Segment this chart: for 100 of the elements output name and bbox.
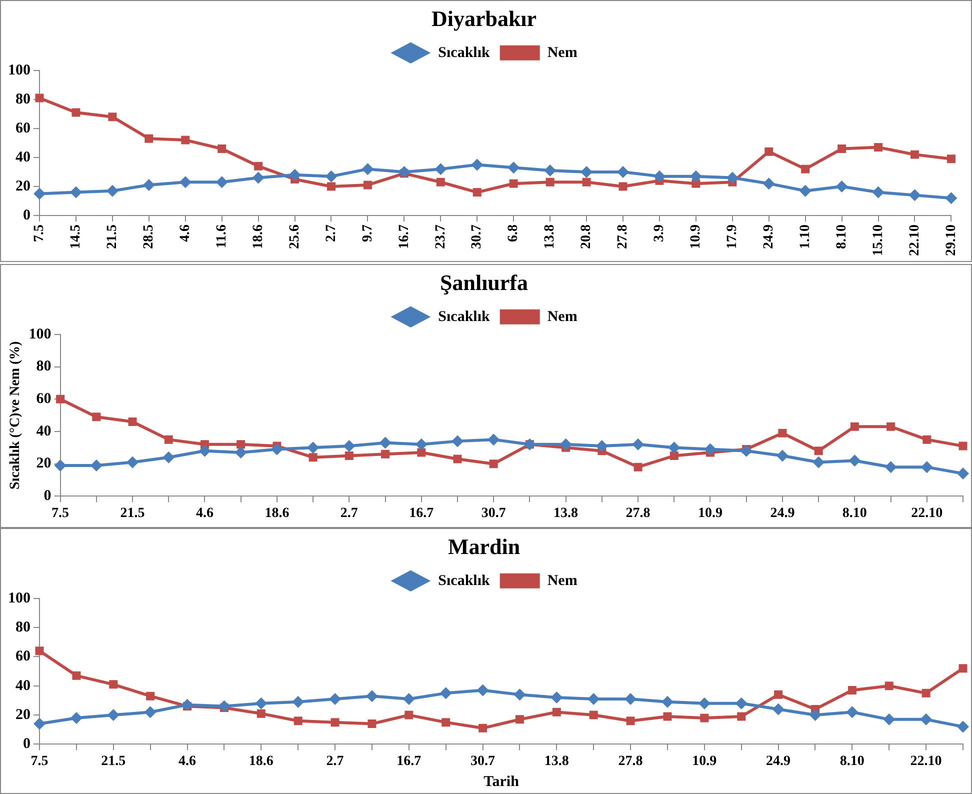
x-tick-label: 30.7 — [470, 224, 485, 249]
x-tick-label: 13.8 — [544, 754, 569, 770]
point — [626, 716, 635, 726]
point — [544, 164, 556, 177]
point — [128, 418, 137, 426]
x-tick-label: 30.7 — [470, 754, 496, 770]
x-tick-label: 7.5 — [30, 754, 48, 770]
point — [54, 459, 66, 472]
point — [560, 438, 572, 450]
point — [255, 697, 268, 710]
point — [70, 712, 82, 724]
point — [179, 176, 192, 188]
y-tick-label: 20 — [36, 456, 52, 472]
point — [56, 394, 65, 404]
point — [848, 686, 856, 694]
x-tick-label: 8.10 — [840, 754, 864, 770]
x-axis-title: Tarih — [484, 774, 520, 790]
point — [307, 442, 320, 454]
point — [34, 188, 46, 200]
point — [812, 456, 825, 468]
x-tick-label: 18.6 — [264, 506, 290, 522]
point — [886, 422, 896, 431]
point — [453, 454, 462, 464]
point — [236, 440, 246, 449]
point — [910, 150, 919, 159]
point — [922, 688, 930, 698]
x-tick-label: 10.9 — [688, 224, 704, 249]
point — [774, 690, 783, 699]
point — [144, 134, 154, 143]
point — [234, 446, 247, 459]
x-tick-label: 11.6 — [214, 224, 230, 248]
point — [164, 435, 173, 444]
point — [850, 422, 859, 431]
point — [634, 462, 642, 472]
point — [838, 144, 846, 153]
point — [958, 442, 968, 450]
point — [884, 461, 897, 474]
point — [514, 688, 526, 701]
x-tick-label: 18.6 — [250, 224, 266, 249]
point — [624, 693, 637, 705]
point — [883, 713, 896, 726]
x-tick-label: 30.7 — [481, 506, 506, 522]
point — [366, 690, 378, 702]
y-tick-label: 60 — [36, 390, 52, 407]
x-tick-label: 24.9 — [766, 754, 791, 770]
point — [698, 697, 710, 710]
point — [661, 696, 674, 708]
point — [546, 178, 554, 186]
point — [550, 692, 563, 704]
point — [809, 709, 822, 722]
point — [451, 435, 464, 448]
x-tick-label: 21.5 — [105, 224, 120, 249]
point — [509, 179, 518, 188]
point — [144, 706, 156, 718]
point — [270, 443, 283, 456]
point — [292, 696, 304, 708]
x-tick-label: 10.9 — [692, 754, 717, 770]
point — [690, 170, 702, 182]
point — [472, 188, 482, 197]
point — [325, 170, 338, 182]
y-tick-label: 100 — [28, 326, 52, 342]
point — [764, 147, 774, 156]
point — [327, 182, 336, 191]
y-tick-label: 20 — [16, 178, 30, 194]
point — [957, 468, 969, 480]
y-tick-label: 0 — [23, 736, 30, 752]
point — [908, 189, 921, 202]
y-tick-label: 80 — [36, 358, 52, 375]
point — [109, 680, 118, 689]
point — [252, 172, 264, 184]
x-tick-label: 13.8 — [542, 224, 558, 249]
point — [434, 163, 447, 176]
x-tick-label: 22.10 — [911, 506, 943, 522]
x-tick-label: 16.7 — [396, 224, 412, 249]
x-tick-label: 25.6 — [287, 224, 302, 249]
y-tick-label: 40 — [16, 149, 30, 166]
point — [108, 112, 117, 122]
point — [92, 412, 101, 422]
x-tick-label: 2.7 — [324, 224, 339, 242]
point — [218, 144, 226, 153]
x-tick-label: 24.9 — [770, 506, 795, 522]
y-tick-label: 80 — [16, 619, 30, 636]
x-tick-label: 14.5 — [68, 224, 84, 249]
point — [582, 178, 591, 186]
y-tick-label: 40 — [36, 423, 52, 440]
point — [344, 452, 354, 460]
x-tick-label: 18.6 — [248, 754, 274, 770]
point — [218, 700, 230, 712]
legend-label: Sıcaklık — [438, 572, 491, 589]
y-tick-label: 100 — [8, 62, 30, 78]
point — [35, 646, 44, 656]
point — [920, 713, 932, 726]
point — [329, 693, 342, 705]
point — [162, 451, 175, 464]
x-tick-label: 21.5 — [101, 754, 126, 770]
point — [363, 180, 372, 190]
point — [778, 428, 787, 438]
point — [381, 450, 390, 458]
point — [402, 693, 415, 705]
point — [343, 440, 356, 452]
